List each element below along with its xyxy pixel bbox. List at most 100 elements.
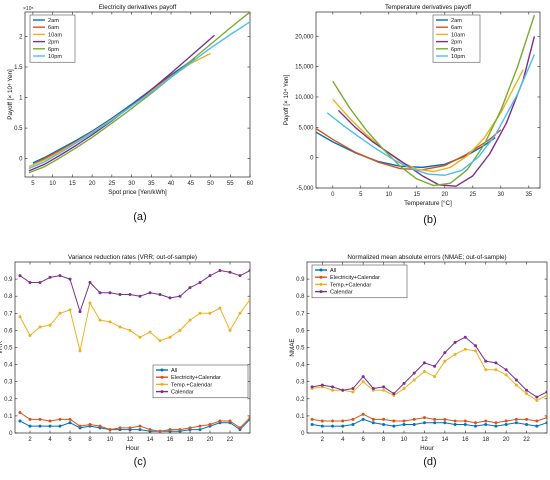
data-point: [351, 422, 355, 426]
data-point: [168, 428, 172, 432]
legend-entry: Temp.+Calendar: [171, 382, 212, 388]
data-point: [148, 291, 152, 295]
series-Electricity+Calendar: [310, 412, 547, 425]
data-point: [351, 390, 355, 394]
data-point: [28, 424, 32, 428]
data-point: [168, 296, 172, 300]
data-point: [331, 424, 335, 428]
x-tick-label: 10: [107, 437, 114, 443]
data-point: [371, 421, 375, 425]
series-line: [332, 14, 536, 187]
data-point: [484, 419, 488, 423]
data-point: [514, 383, 518, 387]
series-line: [19, 418, 250, 432]
x-tick-label: 10: [401, 437, 408, 443]
data-point: [382, 422, 386, 426]
legend-entry: Electricity+Calendar: [171, 375, 221, 381]
x-tick-label: 12: [421, 437, 428, 443]
x-tick-label: 40: [168, 181, 175, 187]
series-Temp.+Calendar: [18, 298, 250, 353]
y-tick-label: 0.1: [4, 414, 13, 420]
data-point: [148, 428, 152, 432]
data-point: [361, 380, 365, 384]
data-point: [208, 274, 212, 278]
x-tick-label: 10: [49, 181, 56, 187]
y-axis-label: VRR: [0, 340, 4, 354]
y-tick-label: 0.6: [296, 328, 305, 334]
data-point: [525, 422, 529, 426]
data-point: [422, 416, 426, 420]
x-tick-label: 8: [382, 437, 386, 443]
x-tick-label: 6: [361, 437, 365, 443]
data-point: [341, 419, 345, 423]
data-point: [238, 274, 242, 278]
legend-entry: 10am: [48, 32, 62, 38]
data-point: [422, 421, 426, 425]
data-point: [351, 417, 355, 421]
y-axis-label: Payoff [× 10⁴ Yen]: [7, 69, 14, 120]
data-point: [198, 428, 202, 432]
legend-entry: 10am: [451, 32, 465, 38]
data-point: [422, 361, 426, 365]
data-point: [422, 369, 426, 373]
chart-3: Variance reduction rates (VRR; out-of-sa…: [0, 254, 251, 468]
data-point: [494, 368, 498, 372]
y-tick-label: 2: [19, 34, 23, 40]
y-tick-label: 0.8: [296, 294, 305, 300]
data-point: [198, 424, 202, 428]
data-point: [208, 422, 212, 426]
x-tick-label: 25: [108, 181, 115, 187]
y-tick-label: 0.6: [4, 328, 13, 334]
x-tick-label: 22: [227, 437, 234, 443]
legend-entry: 6am: [451, 25, 462, 31]
legend-box: [152, 364, 249, 399]
data-point: [188, 426, 192, 430]
data-point: [514, 417, 518, 421]
data-point: [433, 417, 437, 421]
x-axis-label: Hour: [420, 445, 434, 452]
data-point: [98, 318, 102, 322]
series-10pm: [326, 54, 536, 176]
x-tick-label: 2: [321, 437, 325, 443]
data-point: [310, 417, 314, 421]
series-line: [326, 54, 536, 176]
y-tick-label: 0.8: [4, 294, 13, 300]
data-point: [525, 388, 529, 392]
data-point: [484, 368, 488, 372]
data-point: [331, 385, 335, 389]
data-point: [248, 269, 250, 273]
data-point: [494, 421, 498, 425]
data-point: [38, 424, 42, 428]
series-Calendar: [310, 335, 547, 399]
data-point: [28, 417, 32, 421]
x-tick-label: 45: [187, 181, 194, 187]
series-line: [312, 336, 547, 398]
data-point: [68, 421, 72, 425]
data-point: [48, 419, 52, 423]
legend-entry: Calendar: [330, 290, 353, 296]
y-tick-label: 0.4: [4, 363, 13, 369]
chart-4: Normalized mean absolute errors (NMAE; o…: [289, 254, 548, 468]
y-tick-label: 0: [19, 157, 23, 163]
x-tick-label: 20: [503, 437, 510, 443]
data-point: [88, 301, 92, 305]
data-point: [463, 422, 467, 426]
data-point: [188, 286, 192, 290]
data-point: [48, 323, 52, 327]
y-tick-label: 0.5: [14, 126, 23, 132]
x-tick-label: 18: [187, 437, 194, 443]
legend-entry: Electricity+Calendar: [330, 275, 380, 281]
data-point: [218, 306, 222, 310]
data-point: [371, 417, 375, 421]
legend-entry: Calendar: [171, 390, 194, 396]
legend-entry: 6am: [48, 25, 59, 31]
data-point: [412, 417, 416, 421]
x-tick-label: 30: [497, 192, 504, 198]
data-point: [78, 349, 82, 353]
data-point: [361, 417, 365, 421]
data-point: [228, 270, 232, 274]
y-tick-label: 10,000: [295, 95, 314, 101]
x-tick-label: 20: [441, 192, 448, 198]
